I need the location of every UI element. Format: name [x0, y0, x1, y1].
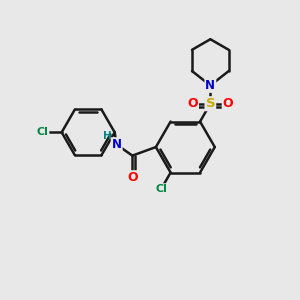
Text: H: H	[103, 131, 111, 141]
Text: N: N	[112, 138, 122, 151]
Text: O: O	[127, 171, 138, 184]
Text: S: S	[206, 97, 215, 110]
Text: Cl: Cl	[155, 184, 167, 194]
Text: O: O	[188, 97, 198, 110]
Text: O: O	[223, 97, 233, 110]
Text: Cl: Cl	[37, 127, 49, 137]
Text: N: N	[206, 79, 215, 92]
